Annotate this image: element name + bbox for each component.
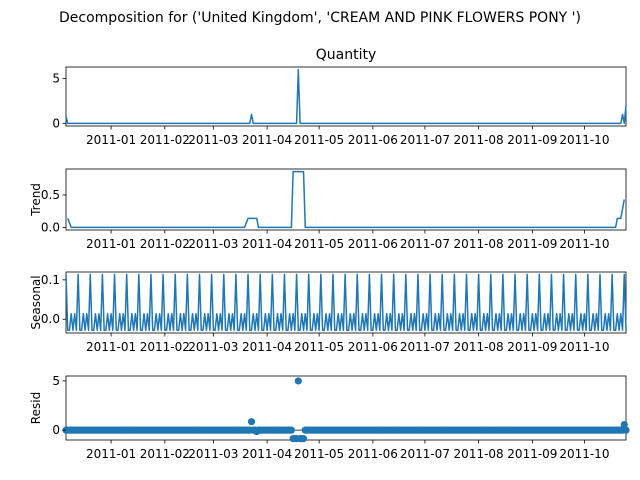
y-tick-label: 0 bbox=[52, 116, 60, 130]
x-tick-label: 2011-04 bbox=[242, 133, 292, 147]
x-tick-label: 2011-03 bbox=[188, 133, 238, 147]
x-tick-label: 2011-06 bbox=[348, 237, 398, 251]
x-tick-label: 2011-08 bbox=[454, 133, 504, 147]
x-tick-label: 2011-03 bbox=[188, 340, 238, 354]
y-tick-label: 0.0 bbox=[41, 312, 60, 326]
x-tick-label: 2011-07 bbox=[400, 447, 450, 461]
panel-title: Quantity bbox=[316, 47, 377, 63]
y-tick-label: 0.1 bbox=[41, 273, 60, 287]
seasonal-line bbox=[65, 273, 627, 331]
y-tick-label: 5 bbox=[52, 72, 60, 86]
x-tick-label: 2011-08 bbox=[454, 447, 504, 461]
x-tick-label: 2011-02 bbox=[140, 237, 190, 251]
x-tick-label: 2011-04 bbox=[242, 237, 292, 251]
y-tick-label: 0 bbox=[52, 423, 60, 437]
x-tick-label: 2011-04 bbox=[242, 340, 292, 354]
y-axis-label: Trend bbox=[29, 183, 43, 217]
y-tick-label: 5 bbox=[52, 374, 60, 388]
x-tick-label: 2011-10 bbox=[559, 133, 609, 147]
x-tick-label: 2011-04 bbox=[242, 447, 292, 461]
x-tick-label: 2011-06 bbox=[348, 340, 398, 354]
x-tick-label: 2011-09 bbox=[507, 447, 557, 461]
resid-point bbox=[299, 435, 308, 443]
axes-frame bbox=[65, 168, 627, 231]
x-tick-label: 2011-02 bbox=[140, 133, 190, 147]
x-tick-label: 2011-05 bbox=[294, 447, 344, 461]
axes-frame bbox=[65, 375, 627, 441]
x-tick-label: 2011-01 bbox=[86, 340, 136, 354]
axes-frame bbox=[65, 66, 627, 127]
y-axis-label: Seasonal bbox=[29, 275, 43, 329]
resid-point bbox=[287, 426, 295, 434]
x-tick-label: 2011-10 bbox=[559, 447, 609, 461]
x-tick-label: 2011-07 bbox=[400, 133, 450, 147]
x-tick-label: 2011-09 bbox=[507, 340, 557, 354]
series-line bbox=[67, 170, 626, 229]
x-tick-label: 2011-09 bbox=[507, 133, 557, 147]
x-tick-label: 2011-09 bbox=[507, 237, 557, 251]
x-tick-label: 2011-08 bbox=[454, 237, 504, 251]
x-tick-label: 2011-08 bbox=[454, 340, 504, 354]
y-tick-label: 0.5 bbox=[41, 188, 60, 202]
x-tick-label: 2011-07 bbox=[400, 340, 450, 354]
axes-frame bbox=[65, 271, 627, 334]
x-tick-label: 2011-03 bbox=[188, 447, 238, 461]
series-line bbox=[65, 68, 627, 125]
x-tick-label: 2011-01 bbox=[86, 447, 136, 461]
x-tick-label: 2011-10 bbox=[559, 237, 609, 251]
x-tick-label: 2011-05 bbox=[294, 237, 344, 251]
resid-point bbox=[247, 418, 256, 426]
x-tick-label: 2011-10 bbox=[559, 340, 609, 354]
x-tick-label: 2011-02 bbox=[140, 340, 190, 354]
x-tick-label: 2011-02 bbox=[140, 447, 190, 461]
x-tick-label: 2011-01 bbox=[86, 237, 136, 251]
y-tick-label: 0.0 bbox=[41, 220, 60, 234]
resid-point bbox=[294, 377, 302, 385]
x-tick-label: 2011-01 bbox=[86, 133, 136, 147]
x-tick-label: 2011-06 bbox=[348, 133, 398, 147]
x-tick-label: 2011-07 bbox=[400, 237, 450, 251]
x-tick-label: 2011-05 bbox=[294, 340, 344, 354]
figure-title: Decomposition for ('United Kingdom', 'CR… bbox=[59, 10, 581, 26]
resid-point bbox=[622, 426, 630, 434]
x-tick-label: 2011-05 bbox=[294, 133, 344, 147]
y-axis-label: Resid bbox=[29, 392, 43, 424]
resid-point bbox=[620, 420, 628, 429]
x-tick-label: 2011-03 bbox=[188, 237, 238, 251]
x-tick-label: 2011-06 bbox=[348, 447, 398, 461]
